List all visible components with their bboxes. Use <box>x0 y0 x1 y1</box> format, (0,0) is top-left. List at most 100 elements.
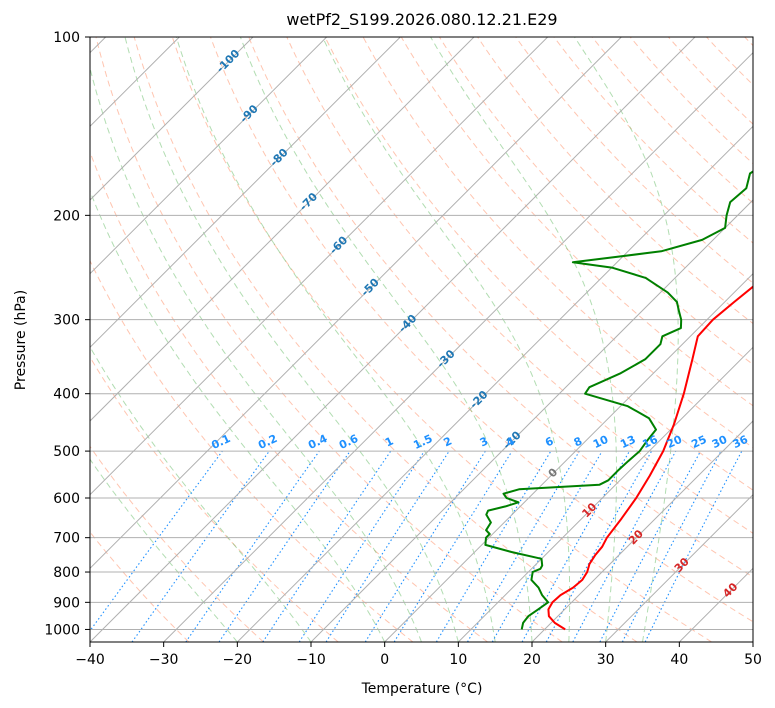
dry-adiabats <box>90 37 753 642</box>
dry-adiabat-line <box>210 37 753 623</box>
plot-frame <box>89 36 754 643</box>
isotherm-line <box>752 641 753 642</box>
y-axis: 1000 900 800 700 600 500 400 300 200 100 <box>44 30 90 638</box>
y-tick-label: 900 <box>53 595 80 611</box>
isotherm-label: 0 <box>546 465 561 480</box>
isotherm-line <box>163 51 753 642</box>
dry-adiabat-line <box>90 259 414 642</box>
isotherm-line <box>236 125 753 642</box>
isotherm-line <box>90 37 622 570</box>
dry-adiabat-line <box>744 37 753 47</box>
isotherm-line <box>90 37 401 349</box>
mixing-ratio-label: 1 <box>383 434 395 449</box>
mixing-ratio-line <box>393 450 513 642</box>
moist-adiabat-line <box>175 37 496 642</box>
mixing-ratio-lines <box>90 450 743 642</box>
isotherm-line <box>310 199 753 642</box>
y-tick-label: 600 <box>53 491 80 507</box>
mixing-ratio-line <box>262 450 392 642</box>
x-axis: −40 −30 −20 −10 0 10 20 30 40 50 <box>75 642 762 668</box>
isotherm-lines <box>90 37 753 642</box>
moist-adiabats <box>90 37 679 642</box>
y-tick-label: 300 <box>53 313 80 329</box>
y-tick-label: 200 <box>53 208 80 224</box>
isotherm-line <box>90 37 549 496</box>
dry-adiabat-line <box>248 37 753 578</box>
mixing-ratio-line <box>521 450 630 642</box>
dry-adiabat-line <box>171 37 712 642</box>
dry-adiabat-line <box>706 37 753 86</box>
mixing-ratio-line <box>491 450 603 642</box>
isotherm-line <box>90 37 254 201</box>
dry-adiabat-line <box>477 37 753 325</box>
mixing-ratio-line <box>185 450 320 642</box>
x-tick-label: −10 <box>296 652 326 668</box>
isotherm-line <box>90 37 475 422</box>
mixing-ratio-label: 30 <box>710 433 730 451</box>
isotherm-line <box>90 37 328 275</box>
dry-adiabat-line <box>90 445 264 642</box>
mixing-ratio-label: 8 <box>572 434 584 449</box>
x-tick-label: 30 <box>597 652 615 668</box>
isotherm-line <box>384 272 753 642</box>
x-tick-label: 10 <box>449 652 467 668</box>
dewpoint-profile <box>484 170 753 630</box>
dry-adiabat-line <box>90 150 488 642</box>
dry-adiabat-line <box>324 37 753 491</box>
x-tick-label: 50 <box>744 652 762 668</box>
mixing-ratio-line <box>90 450 223 632</box>
y-tick-label: 1000 <box>44 622 80 638</box>
x-tick-label: 0 <box>380 652 389 668</box>
mixing-ratio-line <box>364 450 486 642</box>
mixing-ratio-line <box>467 450 580 642</box>
dry-adiabat-line <box>133 37 638 642</box>
mixing-ratio-label: 13 <box>618 433 637 451</box>
dry-adiabat-line <box>515 37 753 284</box>
profile-lines <box>484 170 753 631</box>
moist-adiabat-line <box>322 37 571 642</box>
x-axis-label: Temperature (°C) <box>361 681 483 697</box>
mixing-ratio-label: 0.2 <box>256 432 279 452</box>
y-tick-label: 100 <box>53 30 80 46</box>
chart-title: wetPf2_S199.2026.080.12.21.E29 <box>286 10 557 30</box>
mixing-ratio-label: 36 <box>731 433 751 451</box>
moist-adiabat-line <box>90 345 312 642</box>
y-tick-label: 400 <box>53 387 80 403</box>
x-tick-label: 20 <box>523 652 541 668</box>
isotherm-label: 20 <box>626 527 646 547</box>
plot-area: -100-90-80-70-60-50-40-30-20-10010203040… <box>90 37 753 642</box>
dry-adiabat-line <box>668 37 753 125</box>
x-tick-label: −30 <box>149 652 179 668</box>
moist-adiabat-line <box>90 189 386 642</box>
temperature-profile <box>547 285 753 631</box>
mixing-ratio-label: 3 <box>478 434 490 449</box>
moist-adiabat-line <box>90 458 238 642</box>
dry-adiabat-line <box>400 37 753 407</box>
y-tick-label: 800 <box>53 565 80 581</box>
mixing-ratio-line <box>325 450 450 642</box>
isotherm-label: -30 <box>434 347 457 370</box>
dry-adiabat-line <box>629 37 753 165</box>
moist-adiabat-line <box>90 65 422 642</box>
moist-adiabat-line <box>239 37 533 642</box>
isotherm-line <box>678 567 753 642</box>
dry-adiabat-line <box>591 37 753 204</box>
dry-adiabat-line <box>553 37 753 244</box>
mixing-ratio-line <box>599 450 701 642</box>
isotherm-line <box>457 346 753 642</box>
mixing-ratio-label: 0.1 <box>209 432 232 452</box>
mixing-ratio-label: 16 <box>640 433 660 451</box>
x-tick-label: −20 <box>223 652 253 668</box>
isotherm-line <box>605 493 753 642</box>
y-tick-label: 700 <box>53 531 80 547</box>
mixing-ratio-line <box>572 450 677 642</box>
mixing-ratio-line <box>218 450 351 642</box>
moist-adiabat-line <box>430 37 617 642</box>
moist-adiabat-line <box>574 37 679 642</box>
mixing-ratio-line <box>298 450 425 642</box>
mixing-ratio-line <box>435 450 552 642</box>
mixing-ratio-label: 10 <box>591 433 611 451</box>
mixing-ratio-label: 25 <box>689 433 708 451</box>
